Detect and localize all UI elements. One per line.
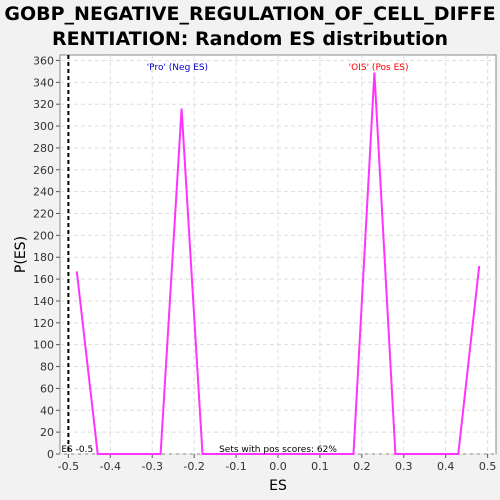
x-tick-label: 0.2	[353, 460, 371, 473]
x-tick-label: -0.1	[225, 460, 246, 473]
ois-pos-es-label: 'OIS' (Pos ES)	[349, 63, 409, 73]
x-tick-label: 0.0	[269, 460, 287, 473]
y-tick-label: 320	[33, 98, 54, 111]
y-tick-label: 220	[33, 208, 54, 221]
y-tick-label: 120	[33, 317, 54, 330]
chart-title-line-2: RENTIATION: Random ES distribution	[51, 28, 449, 50]
es-value-label: ES -0.5	[61, 445, 93, 455]
y-tick-label: 100	[33, 339, 54, 352]
x-tick-label: 0.1	[311, 460, 329, 473]
series-layer	[75, 72, 481, 455]
x-axis-title: ES	[269, 478, 287, 494]
x-tick-label: -0.4	[100, 460, 121, 473]
chart-title-line-1: GOBP_NEGATIVE_REGULATION_OF_CELL_DIFFE	[4, 3, 496, 25]
y-tick-label: 280	[33, 142, 54, 155]
y-axis-ticks: 0 20 40 60 80 100 120 140 160 180 200 220 240 260 280 3…	[33, 54, 60, 461]
y-tick-label: 340	[33, 76, 54, 89]
y-tick-label: 80	[40, 361, 54, 374]
y-tick-label: 160	[33, 273, 54, 286]
x-tick-label: 0.5	[479, 460, 497, 473]
sets-with-pos-scores-label: Sets with pos scores: 62%	[219, 445, 337, 455]
x-tick-label: -0.5	[58, 460, 79, 473]
x-axis-ticks: -0.5 -0.4 -0.3 -0.2 -0.1 0.0 0.1 0.2 0.3 0.4 0.5	[58, 454, 497, 473]
y-tick-label: 240	[33, 186, 54, 199]
y-tick-label: 360	[33, 54, 54, 67]
x-tick-label: -0.2	[183, 460, 204, 473]
y-tick-label: 300	[33, 120, 54, 133]
x-tick-label: 0.4	[437, 460, 455, 473]
y-tick-label: 40	[40, 404, 54, 417]
y-tick-label: 200	[33, 229, 54, 242]
y-tick-label: 140	[33, 295, 54, 308]
chart-title: GOBP_NEGATIVE_REGULATION_OF_CELL_DIFFE R…	[0, 2, 500, 52]
y-tick-label: 20	[40, 426, 54, 439]
series-line	[75, 72, 481, 455]
x-tick-label: 0.3	[395, 460, 413, 473]
pro-neg-es-label: 'Pro' (Neg ES)	[147, 63, 208, 73]
y-axis-title: P(ES)	[13, 236, 29, 273]
grid-lines	[60, 55, 496, 455]
y-tick-label: 0	[47, 448, 54, 461]
y-tick-label: 60	[40, 382, 54, 395]
y-tick-label: 260	[33, 164, 54, 177]
x-tick-label: -0.3	[141, 460, 162, 473]
y-tick-label: 180	[33, 251, 54, 264]
